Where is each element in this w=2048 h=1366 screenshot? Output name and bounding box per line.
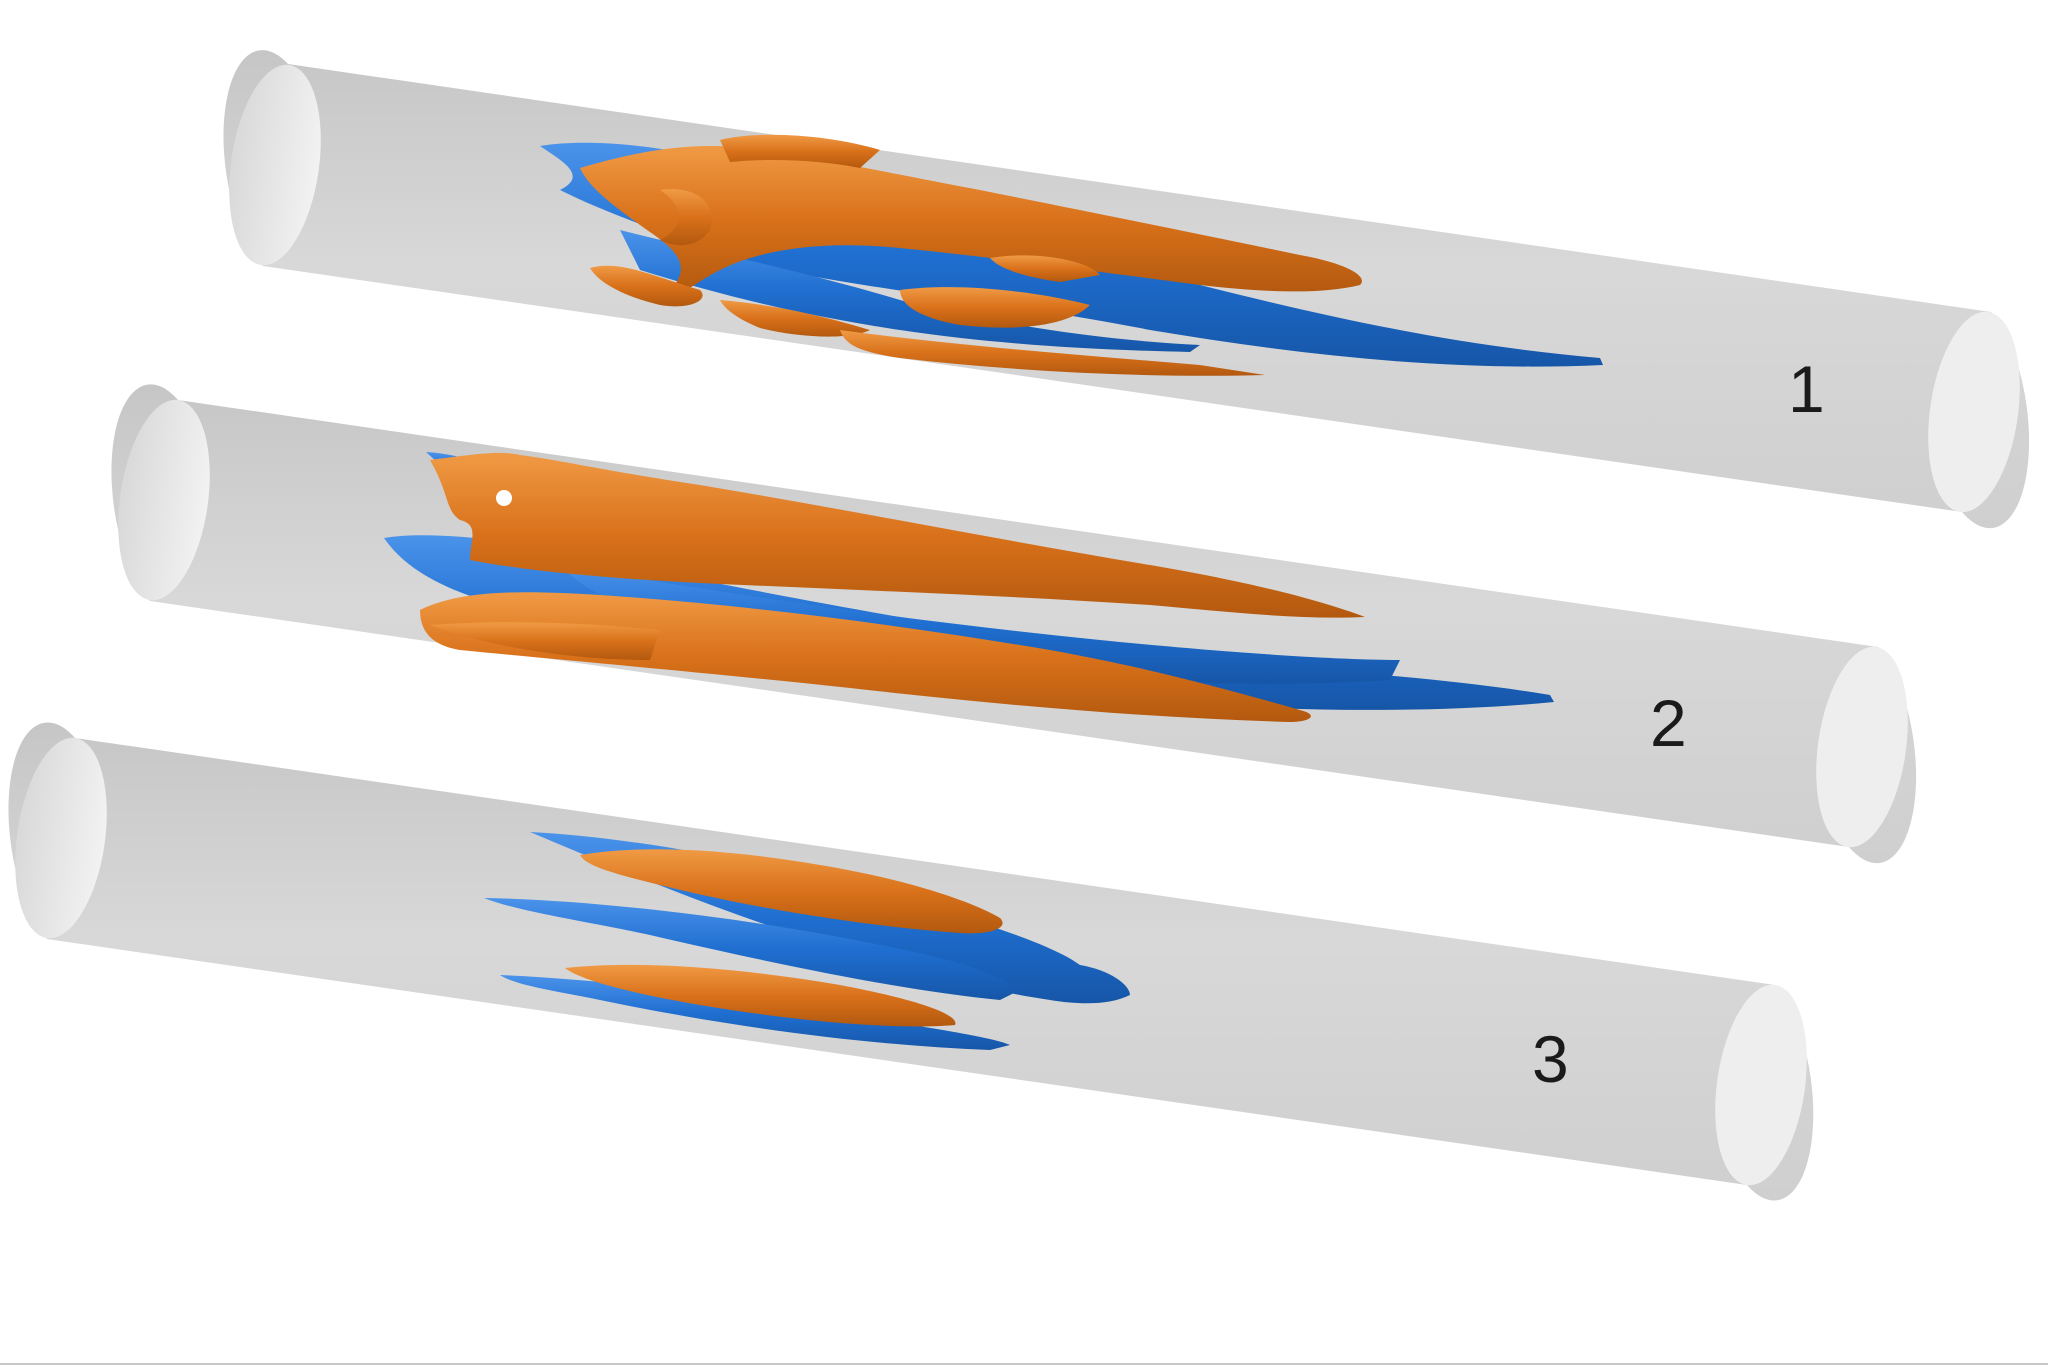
orange-vortex-structure-icon (420, 452, 1365, 722)
pipe-label-1: 1 (1788, 352, 1825, 426)
pipe-panel-2: 2 (111, 384, 1917, 864)
orange-vortex-structure-icon (580, 134, 1362, 376)
pipe-panel-1: 1 (223, 50, 2030, 529)
pipe-inlet-cap (15, 737, 107, 939)
pipe-label-2: 2 (1650, 686, 1687, 760)
pipe-outlet-cap (1816, 646, 1908, 848)
pipe-label-3: 3 (1532, 1022, 1569, 1096)
pipe-outlet-cap (1928, 311, 2020, 513)
pipe-panel-3: 3 (8, 722, 1814, 1201)
pipe-outlet-cap (1715, 984, 1807, 1186)
structure-hole (496, 490, 512, 506)
pipe-inlet-cap (118, 399, 210, 601)
pipe-inlet-cap (229, 64, 321, 266)
orange-vortex-structure-icon (565, 849, 1003, 1027)
